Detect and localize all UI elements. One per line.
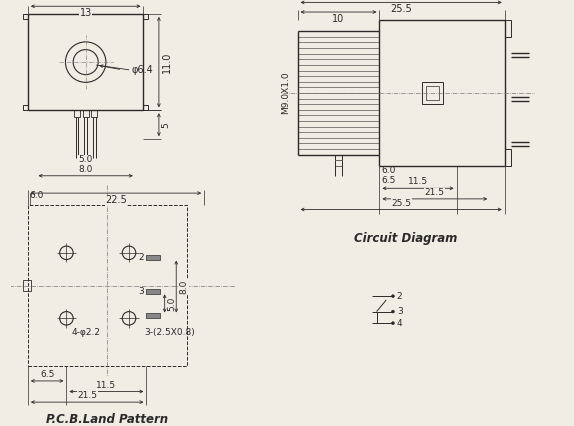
Text: 25.5: 25.5 — [391, 199, 411, 207]
Bar — [144, 14, 148, 19]
Text: 11.0: 11.0 — [162, 52, 172, 73]
Text: 3: 3 — [139, 287, 145, 296]
Bar — [146, 255, 160, 260]
Text: P.C.B.Land Pattern: P.C.B.Land Pattern — [46, 413, 168, 426]
Text: 21.5: 21.5 — [425, 188, 445, 197]
Text: 5: 5 — [162, 122, 171, 128]
Text: 21.5: 21.5 — [77, 391, 97, 400]
Text: 6.0: 6.0 — [30, 191, 44, 200]
Text: 10: 10 — [332, 14, 344, 24]
Bar — [23, 280, 31, 291]
Text: φ6.4: φ6.4 — [132, 65, 154, 75]
Text: 6.5: 6.5 — [381, 176, 395, 185]
Bar — [23, 106, 28, 110]
Text: 11.5: 11.5 — [408, 177, 428, 186]
Text: Circuit Diagram: Circuit Diagram — [354, 232, 457, 245]
Bar — [144, 106, 148, 110]
Text: 6.5: 6.5 — [40, 370, 55, 379]
Bar — [505, 149, 511, 166]
Circle shape — [391, 322, 394, 325]
Text: 5.0: 5.0 — [168, 296, 177, 311]
Text: 4-φ2.2: 4-φ2.2 — [71, 328, 100, 337]
Bar — [28, 204, 187, 366]
Bar — [146, 313, 160, 318]
Text: 13: 13 — [80, 8, 92, 18]
Circle shape — [391, 310, 394, 313]
Text: 3: 3 — [397, 307, 402, 316]
Circle shape — [391, 295, 394, 298]
Bar — [74, 110, 80, 117]
Text: 2: 2 — [397, 292, 402, 301]
Text: 25.5: 25.5 — [390, 4, 412, 14]
Text: 22.5: 22.5 — [105, 195, 127, 205]
Text: 2: 2 — [139, 253, 145, 262]
Text: 5.0: 5.0 — [79, 155, 93, 164]
Bar — [505, 20, 511, 37]
Text: 3-(2.5X0.8): 3-(2.5X0.8) — [145, 328, 195, 337]
Bar — [91, 110, 97, 117]
Bar — [23, 14, 28, 19]
Bar — [426, 86, 439, 100]
Bar — [83, 110, 88, 117]
Text: M9.0X1.0: M9.0X1.0 — [281, 72, 290, 114]
Text: 4: 4 — [397, 319, 402, 328]
Text: 11.5: 11.5 — [96, 380, 117, 390]
Text: 8.0: 8.0 — [179, 279, 188, 294]
Text: 8.0: 8.0 — [79, 165, 93, 174]
Bar — [146, 289, 160, 294]
Text: 6.0: 6.0 — [381, 166, 395, 175]
Bar — [28, 14, 144, 110]
Bar — [422, 82, 443, 104]
